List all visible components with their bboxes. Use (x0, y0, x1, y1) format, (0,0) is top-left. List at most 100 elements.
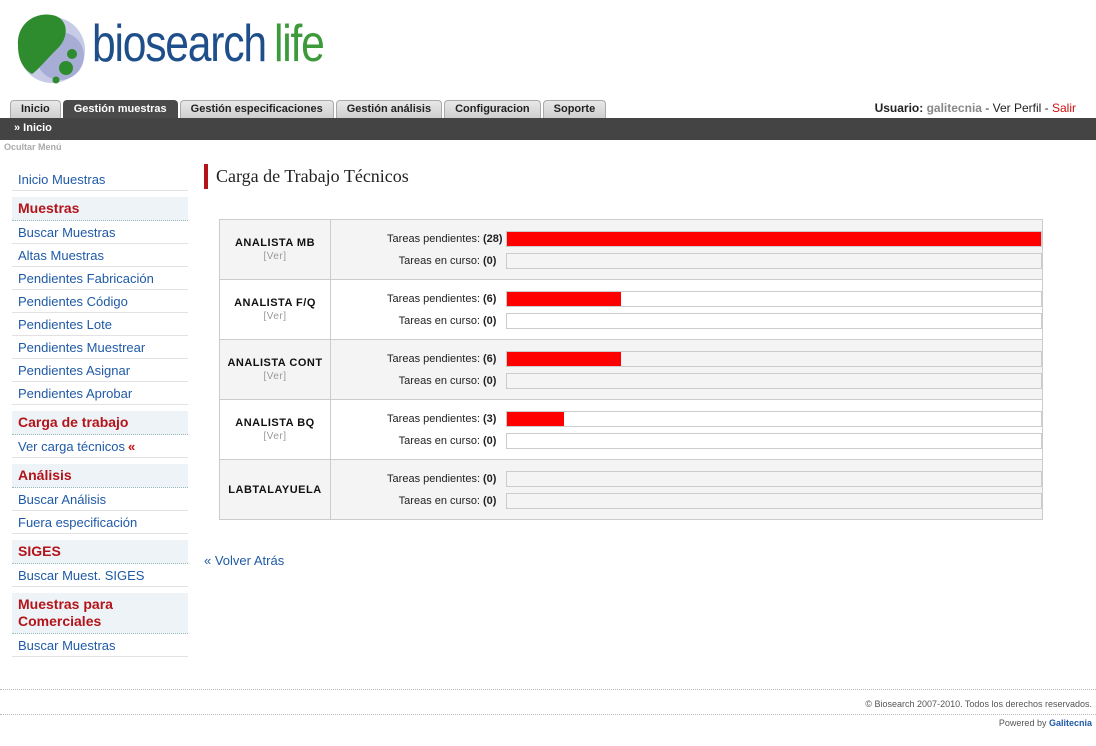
sidebar-item-label: Pendientes Código (18, 294, 128, 309)
sidebar-item-pendientes-muestrear[interactable]: Pendientes Muestrear (12, 336, 188, 359)
user-name: galitecnia (926, 101, 982, 115)
header: biosearch life (0, 0, 1096, 100)
bar-label: Tareas en curso: (331, 435, 483, 447)
sidebar-item-label: Altas Muestras (18, 248, 104, 263)
bar-label-text: Tareas en curso: (398, 374, 480, 387)
tab-inicio[interactable]: Inicio (10, 100, 61, 118)
view-analyst-link[interactable]: [Ver] (263, 251, 287, 262)
sidebar-item-label: Buscar Muest. SIGES (18, 568, 145, 583)
bar-count: (3) (483, 412, 497, 425)
sidebar-item-buscar-muestras[interactable]: Buscar Muestras (12, 634, 188, 657)
sidebar-item-label: Pendientes Muestrear (18, 340, 146, 355)
sidebar-item-pendientes-código[interactable]: Pendientes Código (12, 290, 188, 313)
tab-configuracion[interactable]: Configuracion (444, 100, 541, 118)
table-row: ANALISTA BQ [Ver] Tareas pendientes: (3) Tar… (219, 399, 1043, 460)
breadcrumb-bar: » Inicio (0, 118, 1096, 140)
bar-track (506, 290, 1042, 307)
pending-tasks-line: Tareas pendientes: (3) (331, 408, 1042, 430)
in-progress-tasks-line: Tareas en curso: (0) (331, 490, 1042, 512)
brand-word-2: life (274, 15, 325, 73)
bar-count: (0) (483, 254, 497, 267)
bar-label: Tareas pendientes: (331, 293, 483, 305)
sidebar-item-pendientes-asignar[interactable]: Pendientes Asignar (12, 359, 188, 382)
sidebar-item-altas-muestras[interactable]: Altas Muestras (12, 244, 188, 267)
analyst-name: ANALISTA MB (234, 237, 316, 249)
brand-wordmark: biosearch life (92, 14, 325, 74)
footer-divider (0, 689, 1096, 690)
tab-soporte[interactable]: Soporte (542, 100, 607, 118)
view-analyst-link[interactable]: [Ver] (263, 431, 287, 442)
bar-label: Tareas en curso: (331, 375, 483, 387)
hide-menu-link[interactable]: Ocultar Menú (4, 142, 62, 152)
sidebar-item-pendientes-aprobar[interactable]: Pendientes Aprobar (12, 382, 188, 405)
workload-table: ANALISTA MB [Ver] Tareas pendientes: (28) Ta… (219, 219, 1043, 520)
sidebar-item-label: Ver carga técnicos (18, 439, 125, 454)
sidebar: Inicio Muestras Muestras Buscar Muestras A… (12, 168, 188, 657)
user-sep: - (1041, 101, 1052, 115)
analyst-name: ANALISTA BQ (235, 417, 315, 429)
breadcrumb[interactable]: » Inicio (14, 122, 52, 134)
user-label: Usuario: (874, 101, 924, 115)
powered-prefix: Powered by (998, 718, 1047, 728)
bar-track (506, 470, 1042, 487)
bar-count: (6) (483, 292, 497, 305)
bar-track (506, 410, 1042, 427)
bar-fill (507, 291, 622, 306)
sidebar-item-fuera-especificación[interactable]: Fuera especificación (12, 511, 188, 534)
bar-track (506, 492, 1042, 509)
analyst-cell: LABTALAYUELA (219, 459, 331, 520)
pending-tasks-line: Tareas pendientes: (28) (331, 228, 1042, 250)
workload-bars-cell: Tareas pendientes: (28) Tareas en curso: (0… (330, 219, 1043, 280)
sidebar-item-label: Pendientes Asignar (18, 363, 131, 378)
sidebar-section-title: Carga de trabajo (12, 411, 188, 435)
bar-track (506, 372, 1042, 389)
bar-label: Tareas en curso: (331, 315, 483, 327)
bar-label: Tareas en curso: (331, 255, 483, 267)
main-nav-tabs: Inicio Gestión muestras Gestión especifica… (10, 100, 607, 118)
table-row: ANALISTA F/Q [Ver] Tareas pendientes: (6) Ta… (219, 279, 1043, 340)
sidebar-section-title: Análisis (12, 464, 188, 488)
back-link[interactable]: « Volver Atrás (204, 553, 285, 568)
view-analyst-link[interactable]: [Ver] (263, 311, 287, 322)
sidebar-item-pendientes-lote[interactable]: Pendientes Lote (12, 313, 188, 336)
sidebar-item-buscar-muest-siges[interactable]: Buscar Muest. SIGES (12, 564, 188, 587)
sidebar-item-inicio-muestras[interactable]: Inicio Muestras (12, 168, 188, 191)
view-analyst-link[interactable]: [Ver] (263, 371, 287, 382)
sidebar-item-pendientes-fabricación[interactable]: Pendientes Fabricación (12, 267, 188, 290)
bar-label-text: Tareas en curso: (398, 494, 480, 507)
bar-count: (0) (483, 434, 497, 447)
sidebar-item-ver-carga-técnicos[interactable]: Ver carga técnicos « (12, 435, 188, 458)
tab-gestión-análisis[interactable]: Gestión análisis (335, 100, 443, 118)
bar-label: Tareas en curso: (331, 495, 483, 507)
bar-label-text: Tareas pendientes: (387, 232, 480, 245)
sidebar-item-label: Pendientes Aprobar (18, 386, 133, 401)
analyst-cell: ANALISTA BQ [Ver] (219, 399, 331, 460)
view-profile-link[interactable]: Ver Perfil (992, 101, 1042, 115)
bar-fill (507, 411, 565, 426)
analyst-name: ANALISTA F/Q (234, 297, 316, 309)
bar-label-text: Tareas en curso: (398, 254, 480, 267)
tab-gestión-especificaciones[interactable]: Gestión especificaciones (179, 100, 334, 118)
sidebar-item-buscar-muestras[interactable]: Buscar Muestras (12, 221, 188, 244)
sidebar-item-buscar-análisis[interactable]: Buscar Análisis (12, 488, 188, 511)
bar-label: Tareas pendientes: (331, 413, 483, 425)
sidebar-item-label: Buscar Muestras (18, 225, 116, 240)
sidebar-item-label: Buscar Muestras (18, 638, 116, 653)
bar-count: (0) (483, 374, 497, 387)
bar-label-text: Tareas en curso: (398, 314, 480, 327)
bar-label-text: Tareas pendientes: (387, 292, 480, 305)
bar-fill (507, 351, 622, 366)
bar-count: (0) (483, 472, 497, 485)
tab-gestión-muestras[interactable]: Gestión muestras (62, 100, 178, 118)
brand-word-1: biosearch (92, 15, 267, 73)
analyst-cell: ANALISTA MB [Ver] (219, 219, 331, 280)
biosearch-logo-icon (17, 14, 85, 84)
bar-label: Tareas pendientes: (331, 233, 483, 245)
table-row: ANALISTA MB [Ver] Tareas pendientes: (28) Ta… (219, 219, 1043, 280)
powered-brand-link[interactable]: Galitecnia (1048, 718, 1092, 728)
table-row: ANALISTA CONT [Ver] Tareas pendientes: (6) T… (219, 339, 1043, 400)
pending-tasks-line: Tareas pendientes: (0) (331, 468, 1042, 490)
logout-link[interactable]: Salir (1051, 101, 1076, 115)
sidebar-section-title: Muestras (12, 197, 188, 221)
bar-track (506, 252, 1042, 269)
